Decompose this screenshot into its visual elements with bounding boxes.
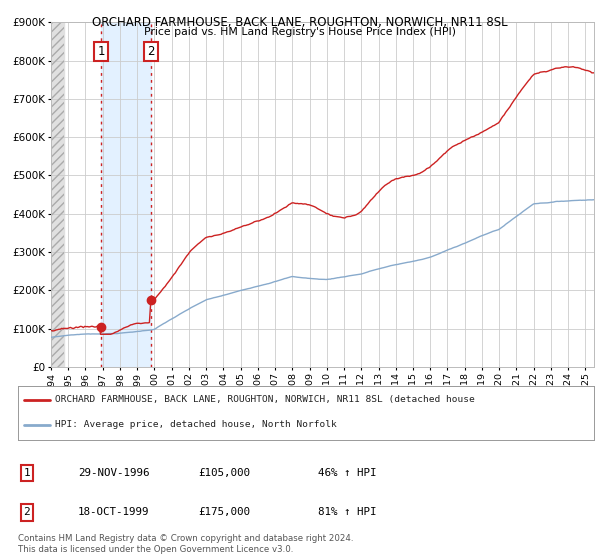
Text: ORCHARD FARMHOUSE, BACK LANE, ROUGHTON, NORWICH, NR11 8SL (detached house: ORCHARD FARMHOUSE, BACK LANE, ROUGHTON, … (55, 395, 475, 404)
Text: 29-NOV-1996: 29-NOV-1996 (78, 468, 149, 478)
Bar (51, 22, 64, 367)
Bar (51, 22, 64, 367)
Text: 2: 2 (147, 45, 155, 58)
Text: Contains HM Land Registry data © Crown copyright and database right 2024.: Contains HM Land Registry data © Crown c… (18, 534, 353, 543)
Text: 81% ↑ HPI: 81% ↑ HPI (318, 507, 377, 517)
Text: ORCHARD FARMHOUSE, BACK LANE, ROUGHTON, NORWICH, NR11 8SL: ORCHARD FARMHOUSE, BACK LANE, ROUGHTON, … (92, 16, 508, 29)
Text: This data is licensed under the Open Government Licence v3.0.: This data is licensed under the Open Gov… (18, 545, 293, 554)
Text: 46% ↑ HPI: 46% ↑ HPI (318, 468, 377, 478)
Text: 2: 2 (23, 507, 31, 517)
Text: 18-OCT-1999: 18-OCT-1999 (78, 507, 149, 517)
Text: Price paid vs. HM Land Registry's House Price Index (HPI): Price paid vs. HM Land Registry's House … (144, 27, 456, 37)
Text: £175,000: £175,000 (198, 507, 250, 517)
Text: £105,000: £105,000 (198, 468, 250, 478)
Bar (101, 22, 151, 367)
Text: 1: 1 (97, 45, 105, 58)
Text: 1: 1 (23, 468, 31, 478)
Text: HPI: Average price, detached house, North Norfolk: HPI: Average price, detached house, Nort… (55, 420, 337, 429)
